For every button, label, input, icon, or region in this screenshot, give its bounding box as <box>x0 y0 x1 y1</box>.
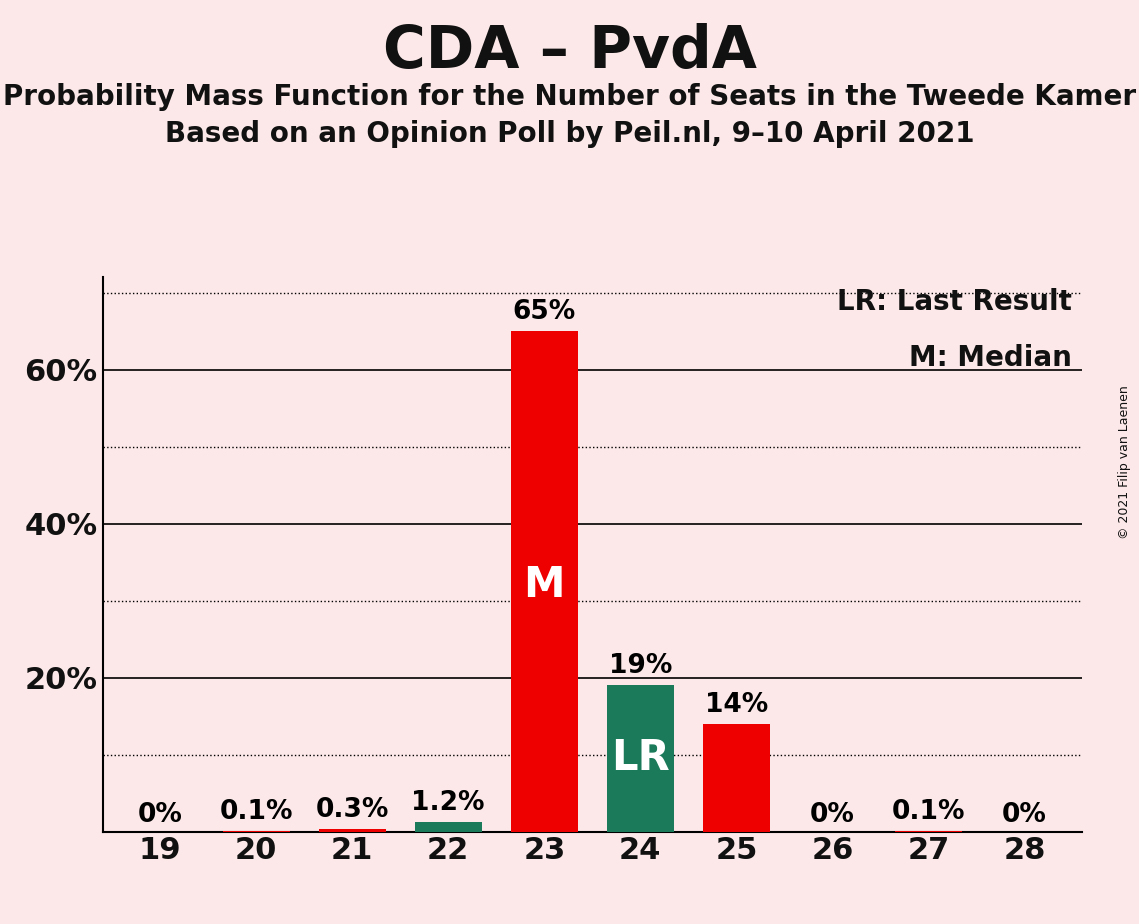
Text: 0%: 0% <box>138 802 182 828</box>
Bar <box>703 723 770 832</box>
Text: Based on an Opinion Poll by Peil.nl, 9–10 April 2021: Based on an Opinion Poll by Peil.nl, 9–1… <box>165 120 974 148</box>
Text: 19%: 19% <box>608 653 672 679</box>
Text: Probability Mass Function for the Number of Seats in the Tweede Kamer: Probability Mass Function for the Number… <box>3 83 1136 111</box>
Bar <box>415 822 482 832</box>
Text: LR: LR <box>611 737 670 780</box>
Text: 1.2%: 1.2% <box>411 790 485 816</box>
Text: CDA – PvdA: CDA – PvdA <box>383 23 756 80</box>
Text: © 2021 Filip van Laenen: © 2021 Filip van Laenen <box>1118 385 1131 539</box>
Text: 0.1%: 0.1% <box>220 798 293 824</box>
Text: 65%: 65% <box>513 299 576 325</box>
Text: 0%: 0% <box>1002 802 1047 828</box>
Text: LR: Last Result: LR: Last Result <box>837 288 1072 316</box>
Text: M: M <box>524 565 565 606</box>
Text: 14%: 14% <box>705 692 768 718</box>
Bar <box>415 822 482 832</box>
Bar <box>607 686 674 832</box>
Text: M: Median: M: Median <box>909 344 1072 371</box>
Text: 0.1%: 0.1% <box>892 798 965 824</box>
Bar <box>319 830 386 832</box>
Text: 0%: 0% <box>810 802 854 828</box>
Text: 0.3%: 0.3% <box>316 797 388 823</box>
Bar <box>510 331 577 832</box>
